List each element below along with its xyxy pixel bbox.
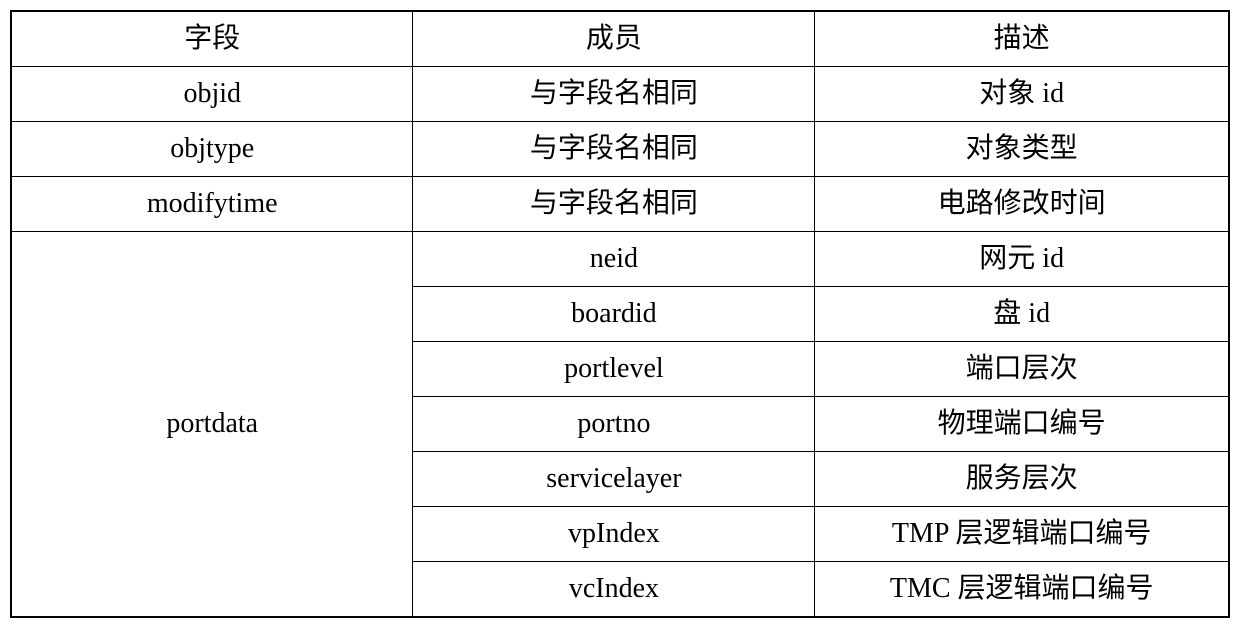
cell-description: 盘 id — [815, 287, 1229, 342]
header-member: 成员 — [413, 11, 815, 67]
cell-member: servicelayer — [413, 452, 815, 507]
cell-member: 与字段名相同 — [413, 177, 815, 232]
cell-field-merged: portdata — [11, 232, 413, 618]
cell-field: objtype — [11, 122, 413, 177]
cell-description: 服务层次 — [815, 452, 1229, 507]
cell-member: boardid — [413, 287, 815, 342]
table-header-row: 字段 成员 描述 — [11, 11, 1229, 67]
cell-member: vpIndex — [413, 507, 815, 562]
cell-member: 与字段名相同 — [413, 67, 815, 122]
table-row: portdata neid 网元 id — [11, 232, 1229, 287]
table-row: objid 与字段名相同 对象 id — [11, 67, 1229, 122]
cell-field: modifytime — [11, 177, 413, 232]
data-table: 字段 成员 描述 objid 与字段名相同 对象 id objtype 与字段名… — [10, 10, 1230, 618]
cell-description: TMC 层逻辑端口编号 — [815, 562, 1229, 618]
header-description: 描述 — [815, 11, 1229, 67]
cell-member: portlevel — [413, 342, 815, 397]
cell-description: TMP 层逻辑端口编号 — [815, 507, 1229, 562]
table-row: modifytime 与字段名相同 电路修改时间 — [11, 177, 1229, 232]
cell-description: 电路修改时间 — [815, 177, 1229, 232]
cell-description: 对象类型 — [815, 122, 1229, 177]
cell-description: 端口层次 — [815, 342, 1229, 397]
cell-field: objid — [11, 67, 413, 122]
header-field: 字段 — [11, 11, 413, 67]
cell-description: 对象 id — [815, 67, 1229, 122]
cell-member: 与字段名相同 — [413, 122, 815, 177]
cell-description: 网元 id — [815, 232, 1229, 287]
table-row: objtype 与字段名相同 对象类型 — [11, 122, 1229, 177]
table-container: 字段 成员 描述 objid 与字段名相同 对象 id objtype 与字段名… — [10, 10, 1230, 618]
cell-member: vcIndex — [413, 562, 815, 618]
cell-description: 物理端口编号 — [815, 397, 1229, 452]
cell-member: portno — [413, 397, 815, 452]
cell-member: neid — [413, 232, 815, 287]
